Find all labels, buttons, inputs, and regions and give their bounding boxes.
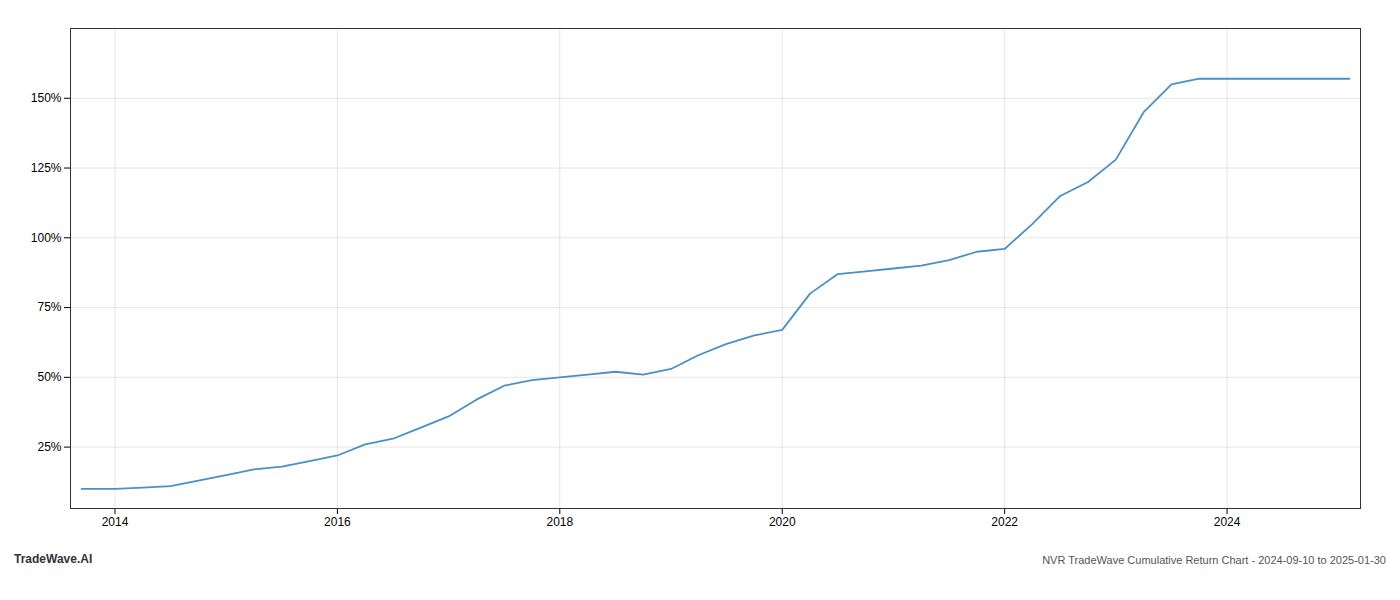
svg-text:2018: 2018 [546,515,573,529]
svg-text:2014: 2014 [102,515,129,529]
html-text:TradeWave.AI: TradeWave.AI [14,552,93,566]
svg-text:2020: 2020 [769,515,796,529]
svg-text:2016: 2016 [324,515,351,529]
svg-text:50%: 50% [37,370,61,384]
svg-text:75%: 75% [37,300,61,314]
svg-text:100%: 100% [31,231,62,245]
html-text:NVR TradeWave Cumulative Retur: NVR TradeWave Cumulative Return Chart - … [1042,554,1386,566]
svg-text:25%: 25% [37,440,61,454]
svg-text:125%: 125% [31,161,62,175]
svg-text:2022: 2022 [991,515,1018,529]
svg-text:150%: 150% [31,91,62,105]
svg-text:2024: 2024 [1214,515,1241,529]
